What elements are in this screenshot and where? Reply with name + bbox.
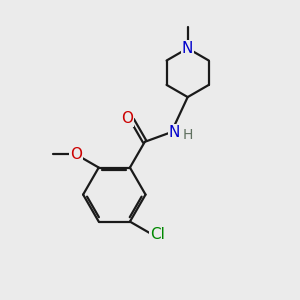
Text: Cl: Cl [150, 227, 165, 242]
Text: N: N [182, 41, 194, 56]
Text: O: O [121, 111, 133, 126]
Text: O: O [70, 147, 82, 162]
Text: N: N [169, 125, 180, 140]
Text: H: H [182, 128, 193, 142]
